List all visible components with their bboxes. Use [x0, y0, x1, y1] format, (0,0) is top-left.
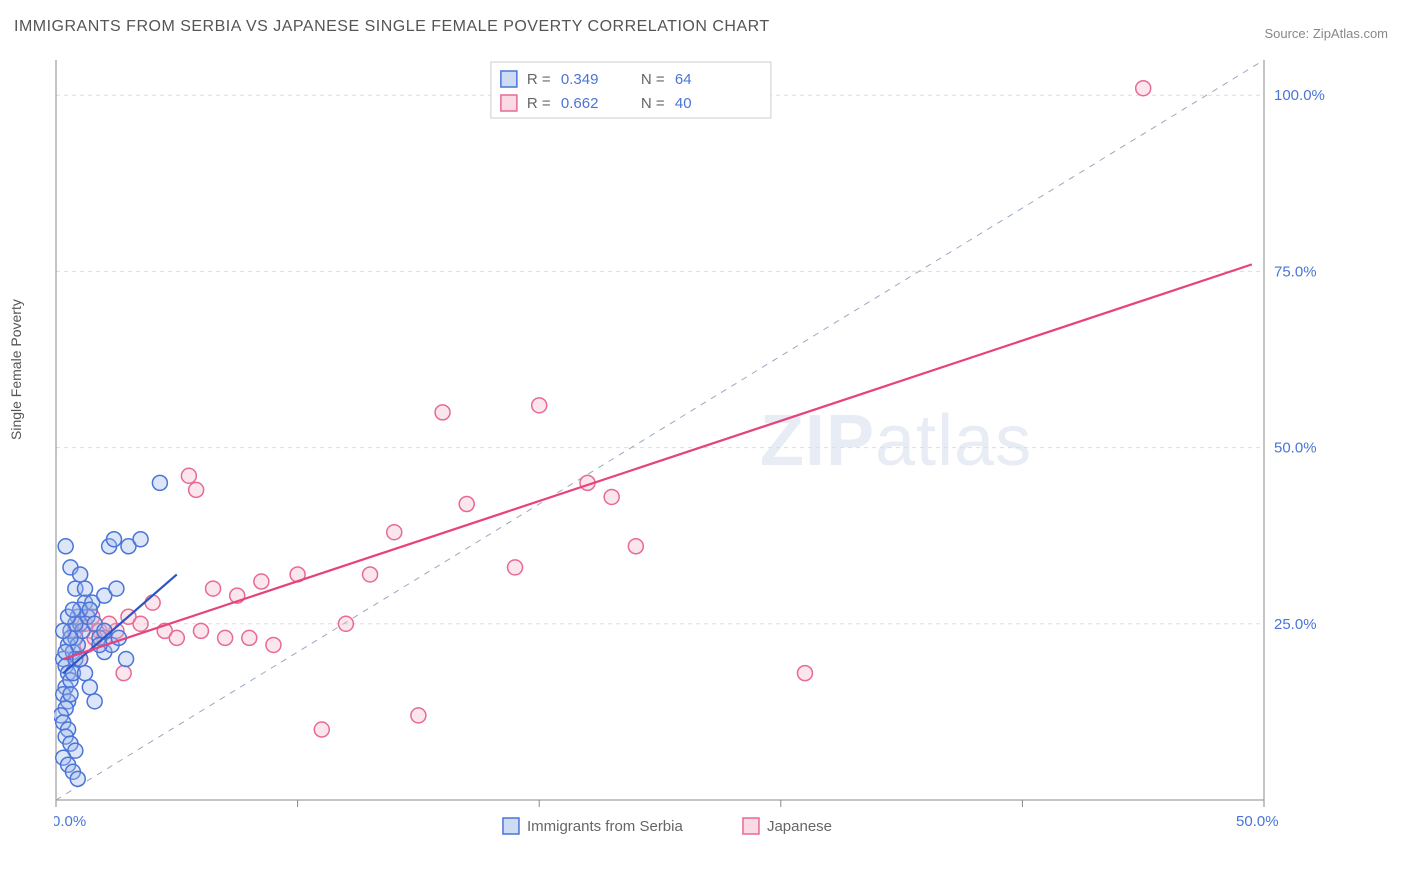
scatter-point-serbia	[77, 666, 92, 681]
scatter-point-serbia	[119, 652, 134, 667]
legend-r-value-serbia: 0.349	[561, 71, 599, 88]
legend-swatch-serbia	[501, 71, 517, 87]
scatter-point-japanese	[314, 722, 329, 737]
scatter-point-japanese	[797, 666, 812, 681]
scatter-point-japanese	[338, 616, 353, 631]
scatter-point-japanese	[459, 497, 474, 512]
scatter-point-japanese	[116, 666, 131, 681]
scatter-point-serbia	[109, 581, 124, 596]
scatter-point-serbia	[87, 694, 102, 709]
scatter-point-japanese	[266, 637, 281, 652]
scatter-point-japanese	[1136, 81, 1151, 96]
scatter-point-japanese	[435, 405, 450, 420]
scatter-point-serbia	[82, 602, 97, 617]
scatter-point-japanese	[133, 616, 148, 631]
y-tick-label: 100.0%	[1274, 87, 1325, 104]
scatter-point-serbia	[82, 680, 97, 695]
legend-r-label: R =	[527, 71, 551, 88]
legend-n-label: N =	[641, 95, 665, 112]
scatter-point-serbia	[63, 687, 78, 702]
scatter-point-japanese	[206, 581, 221, 596]
legend-r-value-japanese: 0.662	[561, 95, 599, 112]
trend-line-japanese	[63, 264, 1252, 659]
x-tick-label: 0.0%	[54, 813, 86, 830]
scatter-point-serbia	[133, 532, 148, 547]
scatter-point-serbia	[56, 623, 71, 638]
scatter-point-japanese	[508, 560, 523, 575]
legend-n-value-serbia: 64	[675, 71, 692, 88]
scatter-point-japanese	[218, 630, 233, 645]
y-axis-label: Single Female Poverty	[8, 299, 24, 440]
legend-n-label: N =	[641, 71, 665, 88]
y-tick-label: 50.0%	[1274, 440, 1317, 457]
bottom-legend-swatch-serbia	[503, 818, 519, 834]
scatter-point-serbia	[152, 475, 167, 490]
legend-n-value-japanese: 40	[675, 95, 692, 112]
scatter-point-japanese	[387, 525, 402, 540]
correlation-scatter-plot: 25.0% 50.0% 75.0% 100.0% 0.0% 50.0% R = 0.349 N …	[54, 50, 1334, 840]
scatter-point-japanese	[193, 623, 208, 638]
scatter-point-japanese	[363, 567, 378, 582]
scatter-point-japanese	[532, 398, 547, 413]
scatter-point-japanese	[145, 595, 160, 610]
bottom-legend-swatch-japanese	[743, 818, 759, 834]
scatter-point-japanese	[604, 489, 619, 504]
legend-swatch-japanese	[501, 95, 517, 111]
chart-title: IMMIGRANTS FROM SERBIA VS JAPANESE SINGL…	[14, 18, 770, 36]
legend-r-label: R =	[527, 95, 551, 112]
scatter-point-serbia	[58, 539, 73, 554]
bottom-legend-label-japanese: Japanese	[767, 818, 832, 835]
scatter-point-japanese	[189, 482, 204, 497]
scatter-point-japanese	[411, 708, 426, 723]
scatter-point-serbia	[70, 771, 85, 786]
y-tick-label: 25.0%	[1274, 616, 1317, 633]
scatter-point-serbia	[106, 532, 121, 547]
scatter-point-japanese	[181, 468, 196, 483]
scatter-point-serbia	[65, 602, 80, 617]
diagonal-reference-line	[56, 60, 1264, 800]
scatter-point-japanese	[169, 630, 184, 645]
scatter-point-japanese	[628, 539, 643, 554]
scatter-point-japanese	[254, 574, 269, 589]
scatter-point-japanese	[242, 630, 257, 645]
scatter-point-serbia	[73, 567, 88, 582]
source-attribution: Source: ZipAtlas.com	[1264, 26, 1388, 41]
x-tick-label: 50.0%	[1236, 813, 1279, 830]
scatter-point-serbia	[77, 581, 92, 596]
y-tick-label: 75.0%	[1274, 263, 1317, 280]
bottom-legend-label-serbia: Immigrants from Serbia	[527, 818, 684, 835]
